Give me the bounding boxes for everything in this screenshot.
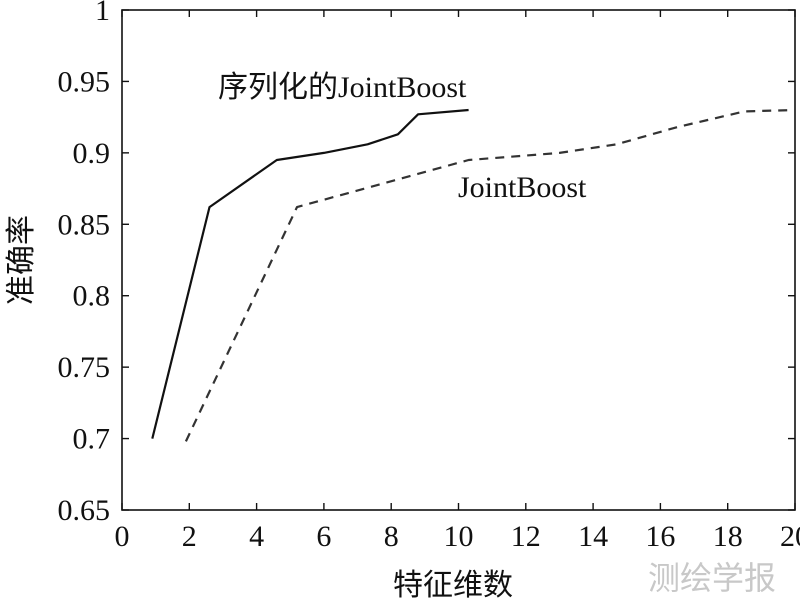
y-tick-label: 0.75	[58, 351, 111, 384]
y-tick-label: 0.8	[73, 280, 111, 313]
series-lines	[151, 108, 796, 442]
series-label-jointboost: JointBoost	[458, 171, 587, 204]
x-axis-ticks: 0 2 4 6 8 10 12 14 16 18 20	[115, 10, 800, 553]
x-tick-label: 0	[115, 520, 130, 553]
x-tick-label: 6	[316, 520, 331, 553]
series-line-sequential-jointboost	[151, 108, 469, 439]
y-tick-label: 0.9	[73, 137, 111, 170]
y-tick-label: 0.7	[73, 423, 111, 456]
series-label-sequential-jointboost: 序列化的JointBoost	[218, 71, 467, 104]
x-tick-label: 14	[578, 520, 608, 553]
y-tick-label: 0.85	[58, 208, 111, 241]
y-tick-label: 1	[95, 0, 110, 27]
x-tick-label: 4	[249, 520, 264, 553]
x-tick-label: 20	[780, 520, 800, 553]
y-axis-ticks: 0.65 0.7 0.75 0.8 0.85 0.9 0.95 1	[58, 0, 795, 527]
x-tick-label: 2	[182, 520, 197, 553]
watermark-text: 测绘学报	[648, 559, 776, 597]
x-tick-label: 8	[384, 520, 399, 553]
series-line-jointboost	[184, 108, 796, 442]
y-tick-label: 0.95	[58, 65, 111, 98]
x-tick-label: 10	[444, 520, 474, 553]
x-axis-title: 特征维数	[393, 568, 513, 603]
x-tick-label: 16	[645, 520, 675, 553]
x-tick-label: 18	[713, 520, 743, 553]
y-tick-label: 0.65	[58, 494, 111, 527]
y-axis-title: 准确率	[4, 215, 39, 305]
x-tick-label: 12	[511, 520, 541, 553]
